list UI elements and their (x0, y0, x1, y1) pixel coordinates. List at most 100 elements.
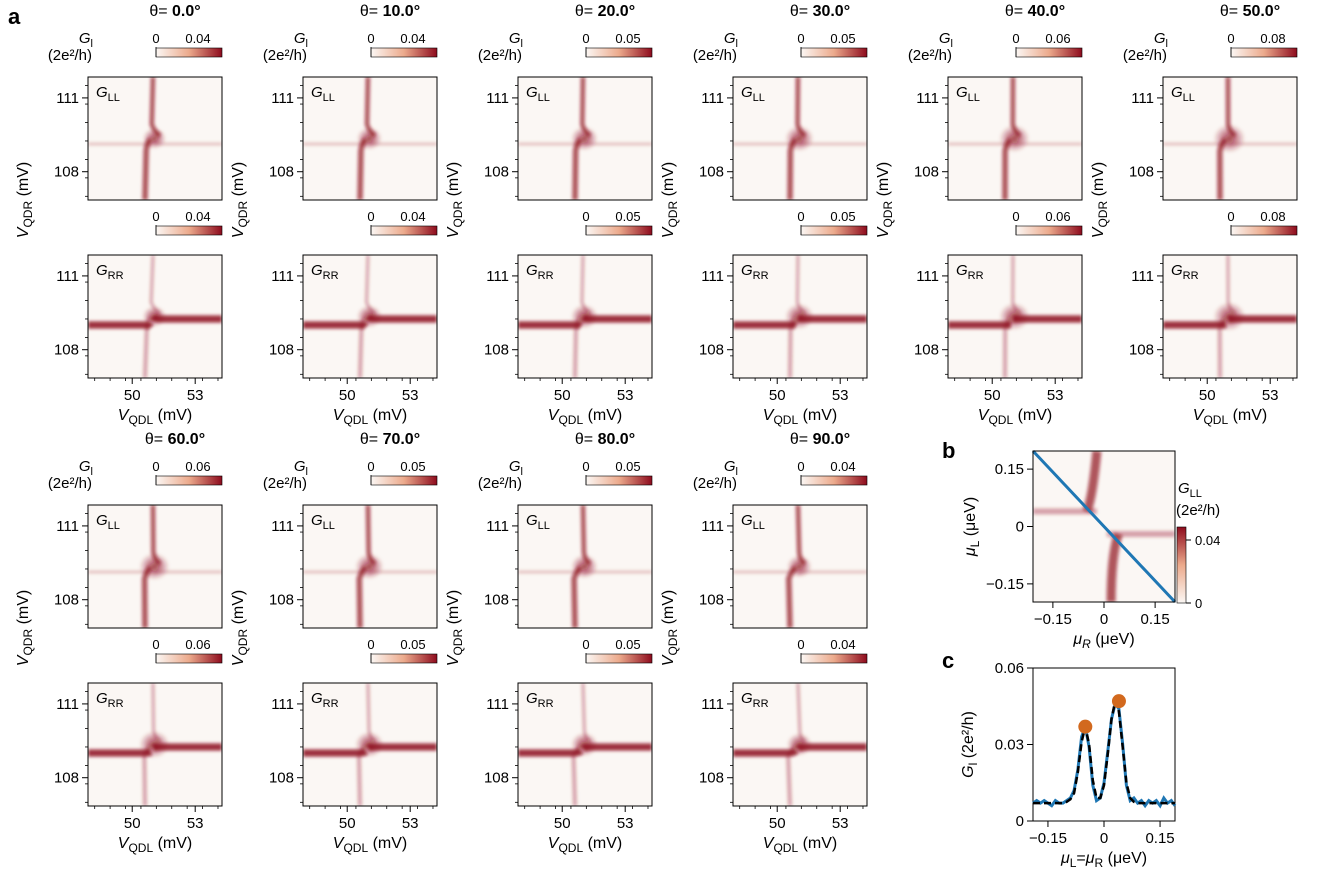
y-tick-label: 111 (486, 268, 509, 285)
panel-letter-b: b (942, 438, 955, 463)
subplot-title: θ= 50.0° (1220, 3, 1280, 20)
transition-line-left (518, 569, 582, 574)
subplot-theta-900: θ= 90.0° 0 0.04 Gl(2e²/h) GLL 111 108 0 0.04 GRR 1… (660, 431, 868, 855)
crossing-hotspot (355, 553, 384, 580)
crossing-hotspot (999, 124, 1030, 153)
crossing-hotspot (999, 302, 1030, 331)
subplot-theta-700: θ= 70.0° 0 0.05 Gl(2e²/h) GLL 111 108 0 0.05 GRR 1… (230, 431, 438, 855)
subplot-theta-200: θ= 20.0° 0 0.05 Gl(2e²/h) GLL 111 108 0 0.05 GRR 1… (445, 3, 653, 427)
y-tick-label: 108 (699, 770, 724, 787)
panel-c: −0.15 0 0.15 0.06 0.03 0 μL=μR (μeV) Gl (2e²/h) (960, 660, 1177, 870)
y-tick-label: 111 (1131, 90, 1154, 107)
y-tick-label: 111 (486, 518, 509, 535)
y-axis-label: VQDR (mV) (230, 162, 250, 238)
map-features (303, 77, 437, 200)
colorbar-zero-tick: 0 (797, 31, 804, 46)
y-tick-label: 108 (269, 770, 294, 787)
x-axis-label: VQDL (mV) (548, 835, 622, 855)
y-tick-label: 111 (1131, 268, 1154, 285)
crossing-hotspot (571, 554, 598, 579)
x-tick-label: 53 (832, 815, 849, 832)
colorbar-unit: (2e²/h) (1176, 502, 1220, 519)
y-tick-label: 108 (914, 342, 939, 359)
colorbar-max-tick: 0.04 (400, 31, 425, 46)
x-axis-label: VQDL (mV) (763, 835, 837, 855)
transition-line-left (733, 321, 798, 330)
y-axis-label: VQDR (mV) (445, 590, 465, 666)
colorbar-zero-tick: 0 (367, 459, 374, 474)
map-features (518, 255, 652, 378)
panel-b-colorbar (1176, 526, 1187, 604)
colorbar-zero-tick: 0 (582, 637, 589, 652)
map-frame (302, 254, 438, 379)
map-label-grr: GRR (741, 262, 769, 282)
colorbar-zero-tick: 0 (152, 209, 159, 224)
x-tick-label: 53 (617, 815, 634, 832)
colorbar-zero-tick: 0 (582, 209, 589, 224)
subplot-title: θ= 0.0° (149, 3, 200, 20)
colorbar-max-tick: 0.06 (185, 637, 210, 652)
y-tick-label: 108 (54, 164, 79, 181)
x-tick-label: 53 (187, 815, 204, 832)
y-tick-label: 111 (701, 518, 724, 535)
colorbar-max-tick: 0.05 (615, 459, 640, 474)
y-tick-label: 111 (701, 90, 724, 107)
colorbar-zero-tick: 0 (582, 31, 589, 46)
subplot-theta-100: θ= 10.0° 0 0.04 Gl(2e²/h) GLL 111 108 0 0.04 GRR 1… (230, 3, 438, 427)
subplot-title: θ= 70.0° (360, 431, 420, 448)
x-axis-label: VQDL (mV) (333, 407, 407, 427)
x-axis-label: VQDL (mV) (118, 407, 192, 427)
y-tick-label: 108 (699, 592, 724, 609)
colorbar (585, 225, 653, 236)
y-tick-label: 108 (54, 342, 79, 359)
colorbar (1015, 47, 1083, 58)
colorbar-zero-tick: 0 (1227, 209, 1234, 224)
crossing-hotspot (356, 127, 382, 150)
map-label-gll: GLL (311, 84, 335, 104)
colorbar-max-tick: 0.04 (185, 209, 210, 224)
colorbar (155, 47, 223, 58)
x-tick-label: 53 (617, 387, 634, 404)
y-tick-label: 108 (484, 770, 509, 787)
colorbar-unit: (2e²/h) (263, 475, 307, 492)
map-features (733, 505, 867, 628)
y-tick-label: 111 (56, 268, 79, 285)
map-frame (517, 76, 653, 201)
map-frame (87, 504, 223, 629)
colorbar-max-tick: 0.04 (830, 637, 855, 652)
y-tick-label: 108 (914, 164, 939, 181)
x-axis-label: μL=μR (μeV) (1060, 850, 1147, 870)
colorbar-max-tick: 0.04 (400, 209, 425, 224)
crossing-hotspot (139, 730, 170, 759)
fit-trace (1033, 696, 1175, 805)
colorbar-max-tick: 0.05 (830, 209, 855, 224)
colorbar-max-tick: 0.05 (400, 637, 425, 652)
colorbar-zero-tick: 0 (1012, 209, 1019, 224)
colorbar-unit: (2e²/h) (1123, 47, 1167, 64)
map-features (518, 77, 652, 200)
subplot-title: θ= 10.0° (360, 3, 420, 20)
map-label-gll: GLL (526, 512, 550, 532)
map-features (733, 255, 867, 378)
map-frame (302, 504, 438, 629)
map-frame (302, 76, 438, 201)
map-features (1163, 255, 1297, 378)
map-frame (1162, 76, 1298, 201)
colorbar-zero-tick: 0 (152, 637, 159, 652)
crossing-hotspot (142, 128, 166, 149)
x-tick-label: 50 (339, 387, 356, 404)
colorbar-label: Gl (509, 458, 523, 478)
transition-line-left (88, 748, 153, 757)
y-tick-label: 108 (269, 164, 294, 181)
y-tick-label: 108 (484, 164, 509, 181)
colorbar-label: Gl (79, 30, 93, 50)
colorbar (370, 475, 438, 486)
subplot-title: θ= 80.0° (575, 431, 635, 448)
y-tick-label: 108 (1129, 164, 1154, 181)
peak-marker (1078, 719, 1093, 734)
map-label-grr: GRR (741, 690, 769, 710)
y-tick-label: 0 (1016, 813, 1024, 830)
colorbar-max-tick: 0.05 (830, 31, 855, 46)
